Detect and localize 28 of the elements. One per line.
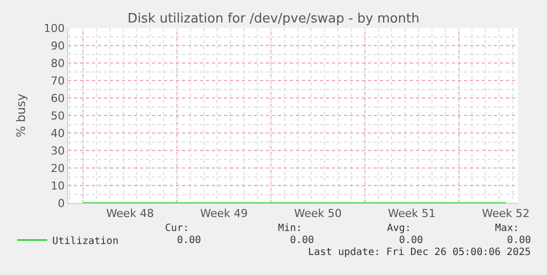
x-tick-label: Week 48 [106,207,154,220]
text: Cur: [165,223,190,234]
legend-label: Utilization [52,236,118,247]
x-tick-label: Week 51 [388,207,436,220]
text: 0.00 [507,235,532,246]
y-tick-label: 100 [44,22,65,35]
y-axis-title: % busy [14,94,28,138]
y-tick-label: 10 [50,179,65,192]
x-tick-label: Week 52 [482,207,530,220]
y-tick-label: 30 [50,144,65,158]
y-tick-label: 90 [50,39,65,52]
text: Last update: Fri Dec 26 05:00:06 2025 [308,247,531,258]
text: Max: [495,223,520,234]
y-tick-label: 40 [50,126,65,140]
x-tick-label: Week 50 [294,207,342,220]
chart-title: Disk utilization for /dev/pve/swap - by month [128,12,420,27]
y-tick-label: 60 [50,92,65,105]
y-tick-label: 80 [50,56,65,70]
text: Min: [278,223,302,234]
text: 0.00 [290,235,314,246]
y-tick-label: 0 [58,196,65,210]
y-tick-label: 20 [50,162,65,175]
text: 0.00 [177,235,202,246]
text: Avg: [387,223,412,234]
y-tick-label: 70 [50,74,65,88]
x-tick-label: Week 49 [200,207,248,220]
y-tick-label: 50 [50,109,65,122]
text: 0.00 [399,235,424,246]
